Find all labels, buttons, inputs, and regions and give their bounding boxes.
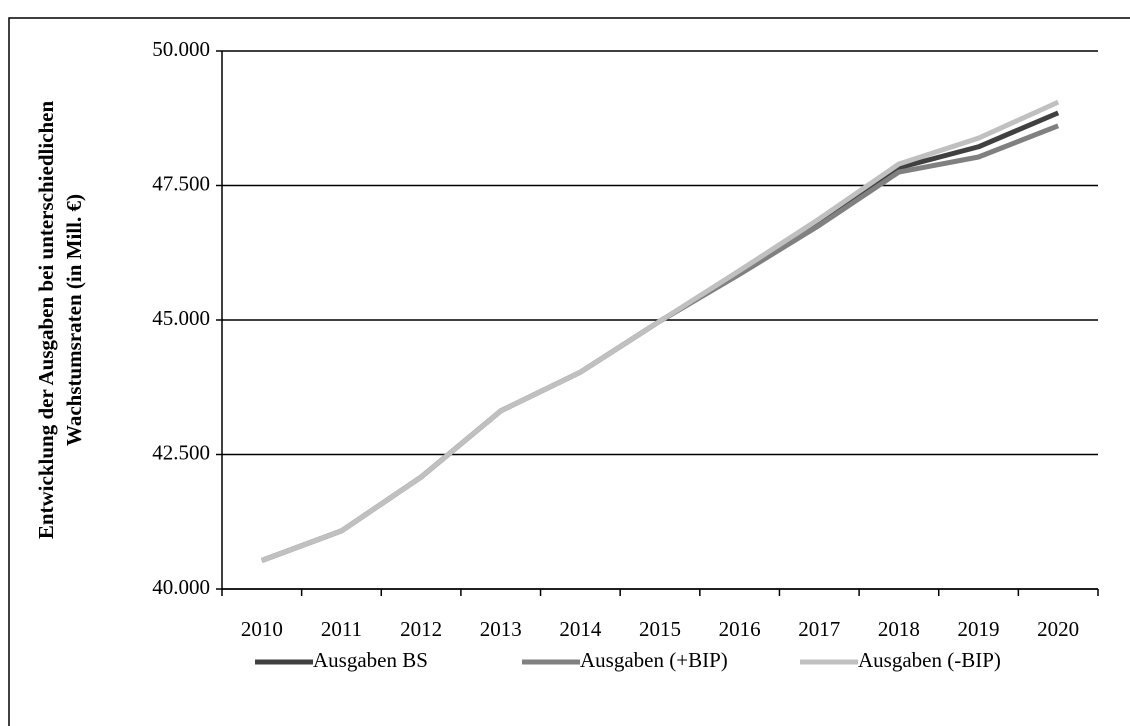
series-line — [260, 123, 1060, 563]
x-tick-label: 2018 — [878, 617, 920, 641]
x-tick-label: 2011 — [321, 617, 362, 641]
x-tick-label: 2010 — [241, 617, 283, 641]
y-axis-title: Wachstumsraten (in Mill. €) — [62, 194, 86, 446]
y-tick-label: 47.500 — [152, 171, 210, 195]
y-axis-title: Entwicklung der Ausgaben bei unterschied… — [34, 101, 58, 540]
legend-label: Ausgaben (-BIP) — [858, 648, 1001, 672]
legend-label: Ausgaben BS — [313, 648, 428, 672]
x-tick-label: 2012 — [400, 617, 442, 641]
chart-frame — [8, 17, 1130, 726]
x-tick-label: 2019 — [958, 617, 1000, 641]
y-tick-label: 45.000 — [152, 306, 210, 330]
x-tick-label: 2020 — [1037, 617, 1079, 641]
series-line — [260, 110, 1060, 563]
x-tick-label: 2015 — [639, 617, 681, 641]
x-tick-label: 2016 — [719, 617, 761, 641]
y-tick-label: 40.000 — [152, 575, 210, 599]
x-tick-label: 2017 — [798, 617, 840, 641]
x-tick-label: 2013 — [480, 617, 522, 641]
y-tick-label: 50.000 — [152, 37, 210, 61]
y-tick-label: 42.500 — [152, 440, 210, 464]
series-line — [260, 99, 1060, 563]
legend-label: Ausgaben (+BIP) — [580, 648, 728, 672]
x-tick-label: 2014 — [559, 617, 602, 641]
